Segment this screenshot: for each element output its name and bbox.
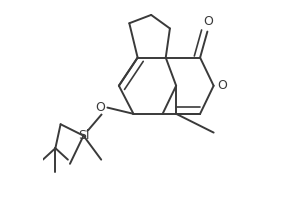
Text: O: O xyxy=(95,101,105,115)
Text: O: O xyxy=(217,79,227,92)
Text: Si: Si xyxy=(78,129,89,142)
Text: O: O xyxy=(204,15,213,28)
